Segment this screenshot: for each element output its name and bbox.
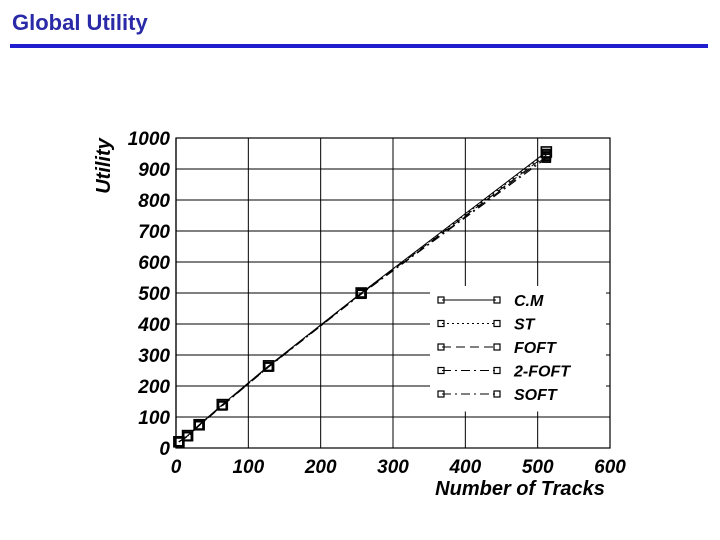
y-tick-label: 100 bbox=[138, 408, 170, 429]
legend-marker bbox=[437, 343, 445, 351]
data-point-marker bbox=[217, 401, 228, 411]
legend-label: SOFT bbox=[514, 387, 558, 404]
legend-marker bbox=[493, 319, 501, 328]
data-point-marker bbox=[182, 431, 193, 442]
x-tick-label: 0 bbox=[171, 457, 182, 478]
data-point-marker bbox=[194, 420, 204, 431]
y-tick-label: 600 bbox=[138, 253, 170, 274]
y-tick-label: 0 bbox=[159, 439, 170, 460]
x-tick-label: 300 bbox=[377, 457, 409, 478]
x-axis-title: Number of Tracks bbox=[435, 478, 605, 500]
legend-marker bbox=[437, 390, 445, 398]
legend-box bbox=[430, 286, 606, 412]
y-tick-label: 300 bbox=[138, 346, 170, 367]
x-tick-label: 400 bbox=[448, 457, 481, 478]
y-tick-label: 200 bbox=[137, 377, 170, 398]
legend-label: ST bbox=[514, 317, 536, 334]
data-point-marker bbox=[263, 362, 274, 372]
y-tick-label: 700 bbox=[138, 222, 170, 243]
legend-label: 2-FOFT bbox=[513, 364, 571, 381]
series-line bbox=[178, 157, 547, 443]
legend-label: FOFT bbox=[514, 340, 557, 357]
x-tick-label: 100 bbox=[232, 457, 264, 478]
y-tick-label: 900 bbox=[138, 160, 170, 181]
legend-marker bbox=[437, 319, 445, 328]
legend-marker bbox=[493, 390, 501, 398]
y-tick-label: 400 bbox=[137, 315, 170, 336]
slide-title: Global Utility bbox=[12, 10, 148, 35]
data-point-marker bbox=[356, 289, 366, 300]
data-point-marker bbox=[174, 436, 184, 447]
x-tick-label: 600 bbox=[594, 457, 626, 478]
legend-marker bbox=[437, 296, 445, 304]
legend-marker bbox=[493, 296, 501, 304]
legend-marker bbox=[493, 343, 501, 351]
y-tick-label: 1000 bbox=[128, 129, 171, 150]
title-rule bbox=[10, 44, 708, 48]
x-tick-label: 500 bbox=[522, 457, 554, 478]
y-tick-label: 800 bbox=[138, 191, 170, 212]
legend-marker bbox=[493, 366, 501, 375]
y-axis-title: Utility bbox=[93, 137, 115, 193]
plot-frame bbox=[175, 137, 611, 449]
legend-label: C.M bbox=[514, 293, 544, 310]
legend-marker bbox=[437, 366, 445, 375]
x-tick-label: 200 bbox=[304, 457, 337, 478]
data-point-marker bbox=[541, 153, 552, 163]
data-point-marker bbox=[173, 435, 185, 448]
series-line bbox=[178, 154, 547, 443]
y-tick-label: 500 bbox=[138, 284, 170, 305]
